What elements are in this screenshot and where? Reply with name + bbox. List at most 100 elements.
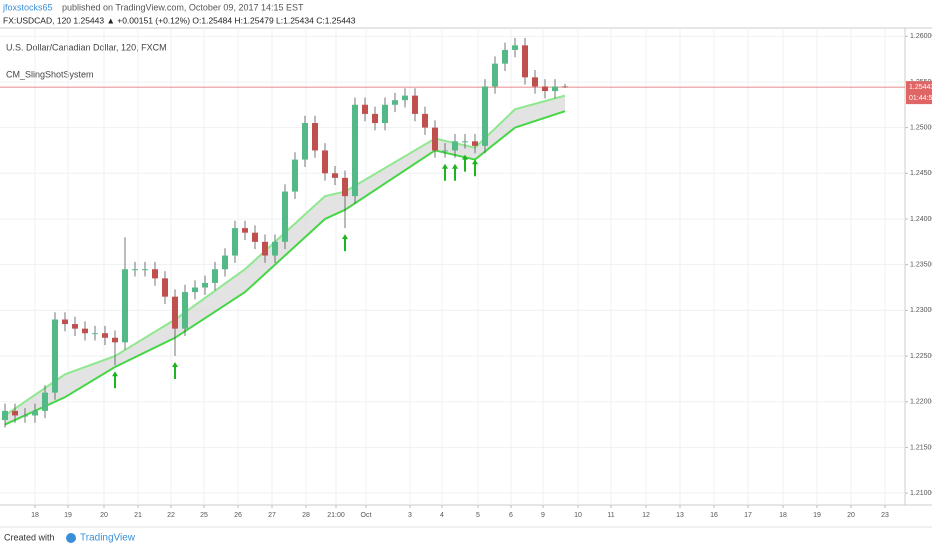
x-tick-label: 5 xyxy=(476,512,480,519)
candle-body xyxy=(2,410,8,421)
candle-body xyxy=(152,269,158,279)
candle-body xyxy=(482,86,488,146)
indicator-name: CM_SlingShotSystem xyxy=(6,69,94,79)
candle-body xyxy=(232,228,238,256)
chart-title: U.S. Dollar/Canadian Dollar, 120, FXCM xyxy=(6,42,167,52)
x-tick-label: 28 xyxy=(302,512,310,519)
author[interactable]: jfoxstocks65 xyxy=(2,2,53,12)
x-tick-label: 16 xyxy=(710,512,718,519)
x-tick-label: 12 xyxy=(642,512,650,519)
candle-body xyxy=(12,410,18,416)
candle-body xyxy=(432,127,438,151)
y-tick-label: 1.24500 xyxy=(910,170,932,177)
signal-arrow xyxy=(462,154,468,172)
x-tick-label: 18 xyxy=(31,512,39,519)
y-tick-label: 1.22000 xyxy=(910,399,932,406)
candle-body xyxy=(332,173,338,178)
x-tick-label: 25 xyxy=(200,512,208,519)
y-tick-label: 1.23500 xyxy=(910,262,932,269)
candle-body xyxy=(382,104,388,124)
x-tick-label: 18 xyxy=(779,512,787,519)
candle-body xyxy=(472,141,478,146)
x-tick-label: 19 xyxy=(813,512,821,519)
candle-body xyxy=(282,191,288,242)
y-tick-label: 1.24000 xyxy=(910,216,932,223)
candle-body xyxy=(302,123,308,160)
candle-body xyxy=(392,100,398,105)
x-tick-label: Oct xyxy=(361,512,372,519)
candle-body xyxy=(462,141,468,143)
candle-body xyxy=(372,113,378,124)
x-tick-label: 26 xyxy=(234,512,242,519)
band-fast xyxy=(4,94,566,417)
candle-body xyxy=(242,228,248,233)
candle-body xyxy=(132,269,138,271)
x-tick-label: 21 xyxy=(134,512,142,519)
candle-body xyxy=(412,95,418,114)
candle-body xyxy=(532,77,538,87)
candle-body xyxy=(362,104,368,114)
x-tick-label: 20 xyxy=(847,512,855,519)
signal-arrow xyxy=(442,163,448,181)
x-tick-label: 10 xyxy=(574,512,582,519)
candle-body xyxy=(492,63,498,87)
candle-body xyxy=(32,410,38,416)
candle-body xyxy=(142,269,148,271)
candle-body xyxy=(122,269,128,343)
x-tick-label: 17 xyxy=(744,512,752,519)
candle-body xyxy=(192,287,198,293)
candle-body xyxy=(92,333,98,335)
candle-body xyxy=(442,150,448,152)
logo xyxy=(66,533,76,543)
x-tick-label: 19 xyxy=(64,512,72,519)
candle-body xyxy=(322,150,328,174)
y-tick-label: 1.21500 xyxy=(910,444,932,451)
x-tick-label: 11 xyxy=(607,512,614,519)
candle-body xyxy=(352,104,358,197)
candle-body xyxy=(342,177,348,197)
candle-body xyxy=(112,337,118,343)
candle-body xyxy=(562,86,568,88)
x-tick-label: 23 xyxy=(881,512,889,519)
symbol-line: FX:USDCAD, 120 1.25443 ▲ +0.00151 (+0.12… xyxy=(3,15,356,25)
x-tick-label: 13 xyxy=(676,512,684,519)
candle-body xyxy=(22,415,28,417)
candle-body xyxy=(262,241,268,256)
x-tick-label: 20 xyxy=(100,512,108,519)
candle-body xyxy=(52,319,58,393)
candle-body xyxy=(222,255,228,270)
x-tick-label: 9 xyxy=(541,512,545,519)
last-price-label: 1.25443 xyxy=(909,84,932,91)
y-tick-label: 1.21000 xyxy=(910,490,932,497)
x-tick-label: 4 xyxy=(440,512,444,519)
timer-label: 01:44:57 xyxy=(909,95,932,102)
candle-body xyxy=(312,123,318,151)
candle-body xyxy=(402,95,408,101)
candle-body xyxy=(72,324,78,329)
band-slow xyxy=(4,110,566,426)
candle-body xyxy=(172,296,178,329)
signal-arrow xyxy=(472,159,478,177)
signal-arrow xyxy=(172,362,178,380)
candle-body xyxy=(542,86,548,92)
y-tick-label: 1.26000 xyxy=(910,33,932,40)
candle-body xyxy=(452,141,458,151)
y-tick-label: 1.22500 xyxy=(910,353,932,360)
candle-body xyxy=(272,241,278,256)
candle-body xyxy=(422,113,428,128)
candle-body xyxy=(252,232,258,242)
band-fill xyxy=(5,95,565,425)
x-tick-label: 3 xyxy=(408,512,412,519)
footer-text: Created with xyxy=(4,532,55,542)
candle-body xyxy=(552,86,558,92)
published: published on TradingView.com, October 09… xyxy=(62,2,304,12)
candle-body xyxy=(522,45,528,78)
footer-brand[interactable]: TradingView xyxy=(80,533,136,544)
candle-body xyxy=(502,49,508,64)
x-tick-label: 22 xyxy=(167,512,175,519)
signal-arrow xyxy=(342,234,348,252)
candle-body xyxy=(212,269,218,283)
y-tick-label: 1.23000 xyxy=(910,307,932,314)
